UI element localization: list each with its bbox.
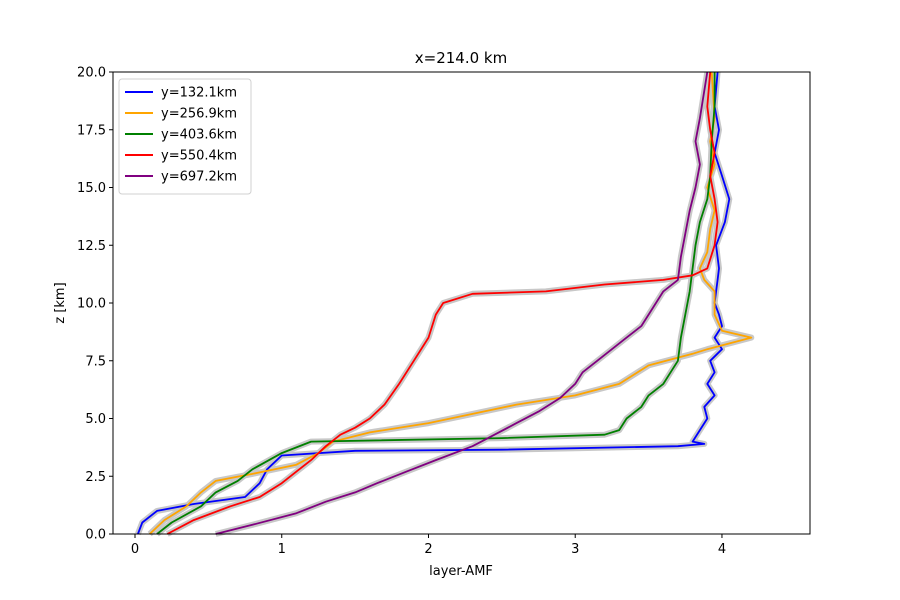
legend: y=132.1km y=256.9km y=403.6km y=550.4km y=69… [118,78,252,195]
x-tick-label: 3 [571,542,579,557]
y-tick-label: 17.5 [77,123,106,138]
y-axis-label: z [km] [53,282,68,323]
y-tick-label: 0.0 [85,528,106,543]
legend-label: y=256.9km [161,107,237,122]
series-layer [135,71,755,537]
x-axis-label: layer-AMF [429,564,493,579]
y-tick-label: 7.5 [85,354,106,369]
x-tick-label: 1 [278,542,286,557]
series-line-3 [156,72,716,535]
legend-label: y=132.1km [161,86,237,101]
x-tick-label: 0 [131,542,139,557]
x-tick-label: 4 [718,542,726,557]
y-tick-label: 2.5 [85,470,106,485]
ticks: 0 1 2 3 4 0.0 2.5 5.0 7.5 10.0 12.5 15.0 17.5 20.0 [77,66,726,558]
x-tick-label: 2 [424,542,432,557]
legend-label: y=403.6km [161,128,237,143]
y-tick-label: 10.0 [77,297,106,312]
series-line-2 [149,71,753,535]
y-tick-label: 15.0 [77,181,106,196]
legend-box [118,78,252,195]
series-line-1 [137,71,731,535]
chart-title: x=214.0 km [415,49,507,67]
y-tick-label: 5.0 [85,412,106,427]
y-tick-label: 12.5 [77,239,106,254]
legend-label: y=697.2km [161,170,237,185]
series-line-4 [166,71,719,535]
legend-label: y=550.4km [161,149,237,164]
y-tick-label: 20.0 [77,66,106,81]
series-line-5 [215,71,709,535]
